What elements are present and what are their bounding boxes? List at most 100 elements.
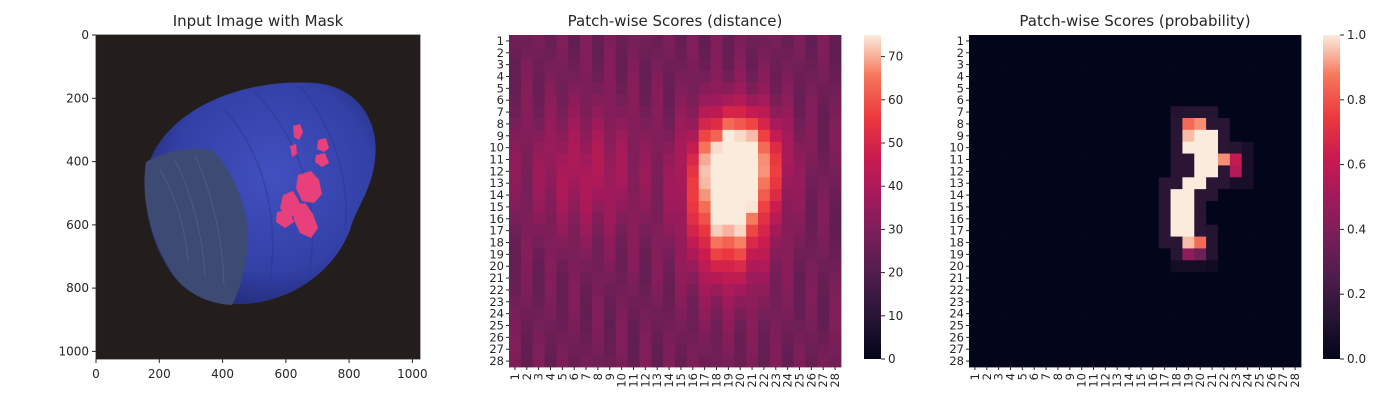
row-label-28: 28 xyxy=(949,354,964,368)
heatmap-cell-r26-c9 xyxy=(1063,331,1077,344)
heatmap-cell-r5-c23 xyxy=(1229,82,1243,95)
heatmap-cell-r26-c11 xyxy=(627,331,640,344)
heatmap-cell-r16-c1 xyxy=(509,212,522,226)
col-label-2: 2 xyxy=(520,373,534,380)
heatmap-cell-r14-c1 xyxy=(969,189,982,202)
heatmap-cell-r6-c22 xyxy=(758,94,771,107)
heatmap-cell-r19-c26 xyxy=(1265,248,1278,261)
heatmap-cell-r26-c17 xyxy=(1158,331,1171,344)
heatmap-cell-r4-c2 xyxy=(980,70,994,83)
heatmap-cell-r25-c25 xyxy=(793,319,806,332)
heatmap-cell-r25-c3 xyxy=(532,319,545,332)
heatmap-cell-r9-c19 xyxy=(722,129,735,143)
heatmap-cell-r6-c23 xyxy=(1229,94,1243,107)
heatmap-cell-r20-c11 xyxy=(627,260,640,273)
heatmap-cell-r24-c9 xyxy=(1063,307,1077,320)
heatmap-cell-r3-c22 xyxy=(758,58,771,71)
colorbar-label-50: 50 xyxy=(888,136,903,150)
heatmap-cell-r17-c5 xyxy=(1016,224,1029,237)
svg-text:200: 200 xyxy=(148,367,171,381)
heatmap-cell-r15-c15 xyxy=(1135,201,1148,214)
heatmap-cell-r25-c19 xyxy=(722,319,735,332)
col-label-4: 4 xyxy=(1004,373,1018,380)
col-label-15: 15 xyxy=(1134,373,1148,388)
heatmap-cell-r28-c25 xyxy=(1253,355,1266,368)
heatmap-cell-r18-c26 xyxy=(1265,236,1278,249)
col-label-25: 25 xyxy=(793,373,807,388)
heatmap-cell-r4-c26 xyxy=(1265,70,1278,83)
heatmap-cell-r11-c14 xyxy=(1123,153,1136,166)
heatmap-cell-r4-c12 xyxy=(1099,70,1112,83)
heatmap-cell-r13-c15 xyxy=(675,177,688,190)
heatmap-cell-r2-c10 xyxy=(615,46,628,60)
heatmap-cell-r15-c28 xyxy=(1289,201,1302,214)
heatmap-cell-r3-c8 xyxy=(592,58,605,71)
heatmap-cell-r25-c24 xyxy=(1241,319,1254,332)
heatmap-cell-r27-c7 xyxy=(1040,343,1053,356)
heatmap-cell-r1-c12 xyxy=(1099,35,1112,48)
heatmap-cell-r10-c23 xyxy=(1229,141,1243,154)
heatmap-cell-r2-c11 xyxy=(1087,46,1100,60)
heatmap-cell-r12-c7 xyxy=(1040,165,1053,178)
svg-text:600: 600 xyxy=(274,367,297,381)
heatmap-cell-r19-c12 xyxy=(639,248,652,261)
heatmap-cell-r26-c14 xyxy=(1123,331,1136,344)
heatmap-cell-r2-c3 xyxy=(992,46,1005,60)
heatmap-cell-r7-c27 xyxy=(1277,106,1290,119)
heatmap-cell-r10-c1 xyxy=(969,141,982,154)
heatmap-cell-r26-c9 xyxy=(603,331,617,344)
heatmap-cell-r16-c9 xyxy=(603,212,617,226)
heatmap-cell-r17-c11 xyxy=(1087,224,1100,237)
heatmap-cell-r17-c19 xyxy=(722,224,735,237)
heatmap-cell-r26-c24 xyxy=(1241,331,1254,344)
heatmap-cell-r4-c18 xyxy=(1170,70,1183,83)
heatmap-cell-r23-c7 xyxy=(580,295,593,309)
heatmap-cell-r11-c3 xyxy=(992,153,1005,166)
heatmap-cell-r10-c18 xyxy=(1170,141,1183,154)
col-label-13: 13 xyxy=(1110,373,1124,388)
heatmap-cell-r12-c19 xyxy=(1182,165,1195,178)
heatmap-cell-r2-c12 xyxy=(639,46,652,60)
heatmap-cell-r11-c26 xyxy=(1265,153,1278,166)
heatmap-cell-r24-c4 xyxy=(544,307,557,320)
heatmap-cell-r14-c9 xyxy=(1063,189,1077,202)
heatmap-cell-r18-c27 xyxy=(817,236,830,249)
heatmap-cell-r13-c8 xyxy=(1052,177,1065,190)
heatmap-cell-r16-c24 xyxy=(1241,212,1254,226)
heatmap-cell-r21-c27 xyxy=(1277,272,1290,285)
heatmap-cell-r1-c13 xyxy=(1111,35,1124,48)
heatmap-cell-r13-c21 xyxy=(1206,177,1219,190)
heatmap-cell-r15-c4 xyxy=(1004,201,1017,214)
heatmap-cell-r23-c27 xyxy=(1277,295,1290,309)
heatmap-cell-r2-c10 xyxy=(1075,46,1088,60)
heatmap-cell-r15-c9 xyxy=(603,201,617,214)
heatmap-cell-r5-c24 xyxy=(781,82,794,95)
colorbar-label-1: 1.0 xyxy=(1347,28,1366,42)
heatmap-cell-r27-c22 xyxy=(1218,343,1231,356)
heatmap-cell-r13-c3 xyxy=(532,177,545,190)
heatmap-cell-r26-c4 xyxy=(1004,331,1017,344)
heatmap-cell-r6-c20 xyxy=(1194,94,1207,107)
heatmap-cell-r19-c9 xyxy=(603,248,617,261)
row-label-9: 9 xyxy=(957,129,964,143)
heatmap-cell-r5-c18 xyxy=(710,82,723,95)
heatmap-cell-r14-c19 xyxy=(1182,189,1195,202)
heatmap-cell-r27-c4 xyxy=(544,343,557,356)
heatmap-cell-r10-c19 xyxy=(722,141,735,154)
heatmap-cell-r27-c2 xyxy=(980,343,994,356)
heatmap-cell-r13-c18 xyxy=(1170,177,1183,190)
heatmap-cell-r5-c2 xyxy=(520,82,534,95)
heatmap-cell-r6-c5 xyxy=(556,94,569,107)
heatmap-cell-r3-c25 xyxy=(1253,58,1266,71)
heatmap-cell-r5-c14 xyxy=(1123,82,1136,95)
heatmap-cell-r13-c26 xyxy=(1265,177,1278,190)
heatmap-cell-r25-c19 xyxy=(1182,319,1195,332)
heatmap-cell-r10-c20 xyxy=(1194,141,1207,154)
colorbar-label-10: 10 xyxy=(888,309,903,323)
heatmap-cell-r22-c26 xyxy=(1265,284,1278,297)
heatmap-cell-r2-c1 xyxy=(509,46,522,60)
heatmap-cell-r21-c19 xyxy=(722,272,735,285)
heatmap-cell-r28-c2 xyxy=(520,355,534,368)
heatmap-cell-r10-c14 xyxy=(1123,141,1136,154)
heatmap-cell-r20-c13 xyxy=(651,260,664,273)
